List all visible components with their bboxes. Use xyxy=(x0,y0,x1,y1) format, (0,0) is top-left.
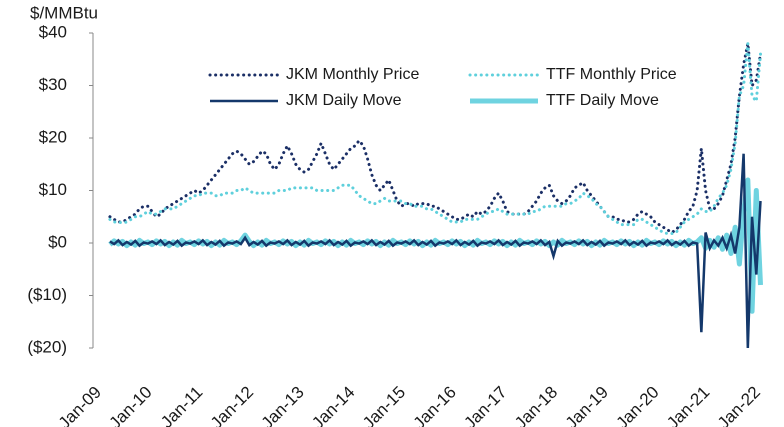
x-tick-label: Jan-10 xyxy=(106,383,156,427)
y-tick-label: ($10) xyxy=(27,285,67,304)
y-tick-label: $20 xyxy=(39,127,67,146)
y-tick-label: $10 xyxy=(39,180,67,199)
x-tick-label: Jan-22 xyxy=(714,383,764,427)
series-line xyxy=(108,43,762,236)
x-tick-label: Jan-11 xyxy=(157,383,206,427)
y-axis-label: $/MMBtu xyxy=(30,3,98,22)
x-tick-label: Jan-21 xyxy=(663,383,713,427)
x-tick-label: Jan-09 xyxy=(55,383,105,427)
y-tick-label: $0 xyxy=(48,232,67,251)
legend-label: TTF Daily Move xyxy=(546,92,659,109)
legend-label: JKM Daily Move xyxy=(286,92,402,109)
legend: JKM Monthly Price TTF Monthly Price JKM Da… xyxy=(208,66,677,109)
x-tick-label: Jan-17 xyxy=(460,383,510,427)
y-tick-label: $30 xyxy=(39,75,67,94)
x-tick-label: Jan-16 xyxy=(410,383,460,427)
x-tick-label: Jan-18 xyxy=(511,383,561,427)
legend-label: TTF Monthly Price xyxy=(546,66,677,83)
x-tick-label: Jan-12 xyxy=(207,383,257,427)
legend-label: JKM Monthly Price xyxy=(286,66,419,83)
x-tick-label: Jan-19 xyxy=(562,383,612,427)
y-tick-label: ($20) xyxy=(27,337,67,356)
x-tick-label: Jan-15 xyxy=(359,383,409,427)
y-tick-label: $40 xyxy=(39,22,67,41)
x-tick-label: Jan-13 xyxy=(258,383,308,427)
x-tick-label: Jan-14 xyxy=(308,383,358,427)
series-line xyxy=(109,153,762,349)
series-line xyxy=(108,43,762,235)
x-tick-label: Jan-20 xyxy=(612,383,662,427)
